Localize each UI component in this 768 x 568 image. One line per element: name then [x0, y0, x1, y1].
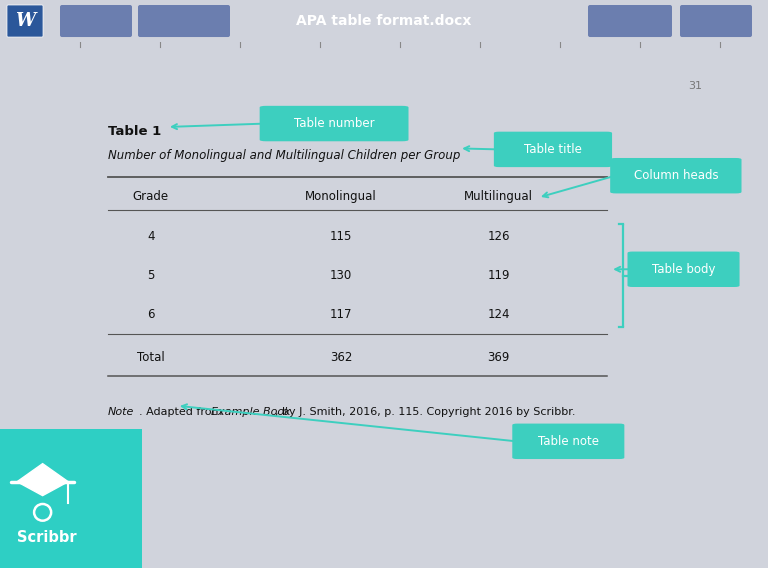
FancyBboxPatch shape	[627, 252, 740, 287]
Text: 362: 362	[330, 351, 353, 364]
Text: 117: 117	[329, 308, 353, 321]
Text: Grade: Grade	[133, 190, 169, 203]
Text: Table title: Table title	[524, 143, 582, 156]
Text: Monolingual: Monolingual	[305, 190, 377, 203]
Text: 6: 6	[147, 308, 154, 321]
Text: Multilingual: Multilingual	[464, 190, 533, 203]
FancyBboxPatch shape	[260, 106, 409, 141]
Text: APA table format.docx: APA table format.docx	[296, 14, 472, 28]
Text: Total: Total	[137, 351, 164, 364]
Text: . Adapted from: . Adapted from	[139, 407, 226, 417]
Text: Table 1: Table 1	[108, 124, 161, 137]
Text: 130: 130	[330, 269, 353, 282]
FancyBboxPatch shape	[60, 5, 132, 37]
Wedge shape	[0, 352, 220, 568]
FancyBboxPatch shape	[138, 5, 230, 37]
Text: 126: 126	[488, 230, 510, 243]
Text: Table number: Table number	[294, 117, 374, 130]
Text: Table body: Table body	[652, 263, 715, 276]
Text: Note: Note	[108, 407, 134, 417]
Text: Scribbr: Scribbr	[17, 530, 77, 545]
Text: 124: 124	[488, 308, 510, 321]
FancyBboxPatch shape	[494, 132, 612, 167]
Text: 5: 5	[147, 269, 154, 282]
FancyBboxPatch shape	[512, 424, 624, 459]
Text: 119: 119	[488, 269, 510, 282]
Text: Column heads: Column heads	[634, 169, 718, 182]
Text: 369: 369	[488, 351, 510, 364]
FancyBboxPatch shape	[588, 5, 672, 37]
Text: Table note: Table note	[538, 435, 599, 448]
Polygon shape	[17, 463, 68, 496]
FancyBboxPatch shape	[680, 5, 752, 37]
Text: 115: 115	[330, 230, 353, 243]
Text: 4: 4	[147, 230, 154, 243]
Text: W: W	[15, 12, 35, 30]
Text: Number of Monolingual and Multilingual Children per Group: Number of Monolingual and Multilingual C…	[108, 149, 460, 162]
Text: Example Book: Example Book	[211, 407, 290, 417]
Text: 31: 31	[688, 81, 702, 91]
Text: , by J. Smith, 2016, p. 115. Copyright 2016 by Scribbr.: , by J. Smith, 2016, p. 115. Copyright 2…	[275, 407, 575, 417]
FancyBboxPatch shape	[610, 158, 742, 194]
FancyBboxPatch shape	[7, 5, 43, 37]
